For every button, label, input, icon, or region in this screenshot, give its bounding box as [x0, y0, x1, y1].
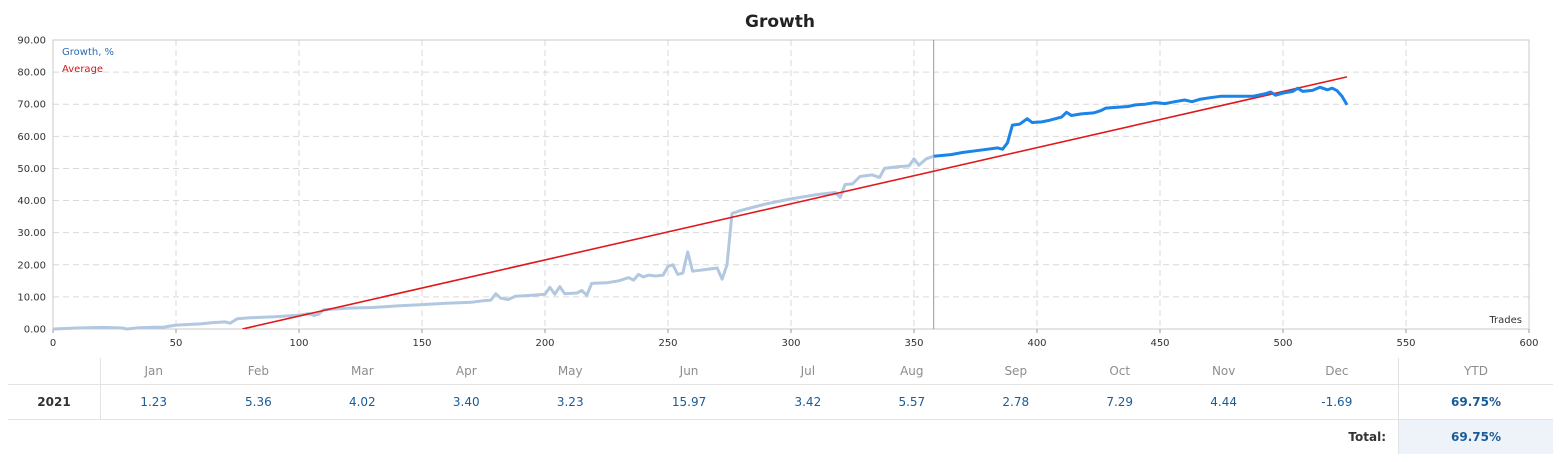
month-header: Aug: [859, 358, 964, 385]
month-value-cell: 5.36: [206, 384, 311, 420]
series-layer: [52, 76, 1349, 331]
month-header: Jun: [622, 358, 756, 385]
x-tick-label: 250: [658, 338, 677, 349]
growth-series-recent-line: [933, 85, 1349, 158]
month-header: Mar: [310, 358, 415, 385]
month-header: Nov: [1171, 358, 1276, 385]
month-value-cell: 3.23: [518, 384, 623, 420]
y-tick-label: 90.00: [17, 36, 46, 47]
legend: Growth, % Average: [62, 47, 114, 75]
total-row: Total: 69.75%: [8, 419, 1553, 454]
month-header: Feb: [206, 358, 311, 385]
legend-entry-growth: Growth, %: [62, 47, 114, 58]
month-value-cell: 1.23: [100, 384, 207, 420]
chart-title: Growth: [745, 12, 815, 32]
ytd-value-cell: 69.75%: [1398, 384, 1553, 420]
month-value-cell: 5.57: [859, 384, 964, 420]
table-header-row: Jan Feb Mar Apr May Jun Jul Aug Sep Oct …: [8, 358, 1553, 385]
y-tick-label: 70.00: [17, 100, 46, 111]
month-header: Apr: [414, 358, 519, 385]
x-tick-label: 550: [1396, 338, 1415, 349]
x-tick-label: 350: [904, 338, 923, 349]
ytd-header: YTD: [1398, 358, 1553, 385]
y-axis: 0.00 10.00 20.00 30.00 40.00 50.00 60.00 70.00 8…: [17, 36, 46, 336]
x-tick-label: 0: [50, 338, 56, 349]
total-value: 69.75%: [1398, 419, 1553, 454]
x-tick-label: 100: [289, 338, 308, 349]
month-header: Jan: [100, 358, 207, 385]
total-label: Total:: [1348, 430, 1386, 444]
x-tick-label: 50: [170, 338, 183, 349]
month-header: Jul: [755, 358, 860, 385]
table-row: 2021 1.23 5.36 4.02 3.40 3.23 15.97 3.42…: [8, 384, 1553, 420]
month-header: Oct: [1067, 358, 1172, 385]
x-tick-label: 400: [1027, 338, 1046, 349]
monthly-returns-table: Jan Feb Mar Apr May Jun Jul Aug Sep Oct …: [8, 358, 1553, 454]
month-header: Dec: [1275, 358, 1399, 385]
year-header: [8, 358, 101, 385]
x-tick-label: 450: [1150, 338, 1169, 349]
chart-grid: [53, 40, 1529, 329]
y-tick-label: 10.00: [17, 292, 46, 303]
x-axis-label: Trades: [1488, 315, 1522, 326]
month-value-cell: 15.97: [622, 384, 756, 420]
legend-entry-average: Average: [62, 64, 103, 75]
y-tick-label: 80.00: [17, 68, 46, 79]
month-header: May: [518, 358, 623, 385]
growth-chart: Growth 0.00 10.00 20.00 30.00 40.00 50.00 60.0…: [17, 12, 1539, 349]
y-tick-label: 30.00: [17, 228, 46, 239]
y-tick-label: 0.00: [24, 325, 46, 336]
y-tick-label: 60.00: [17, 132, 46, 143]
month-value-cell: 2.78: [963, 384, 1068, 420]
month-value-cell: 3.42: [755, 384, 860, 420]
average-series-line: [242, 76, 1348, 329]
year-cell: 2021: [8, 384, 101, 420]
y-tick-label: 50.00: [17, 164, 46, 175]
y-tick-label: 40.00: [17, 196, 46, 207]
month-value-cell: 3.40: [414, 384, 519, 420]
x-tick-label: 500: [1273, 338, 1292, 349]
month-value-cell: -1.69: [1275, 384, 1399, 420]
month-value-cell: 4.02: [310, 384, 415, 420]
month-value-cell: 4.44: [1171, 384, 1276, 420]
x-tick-label: 150: [412, 338, 431, 349]
x-axis: 0 50 100 150 200 250 300 350 400 450 500 550 600: [50, 329, 1539, 349]
month-header: Sep: [963, 358, 1068, 385]
x-tick-label: 300: [781, 338, 800, 349]
x-tick-label: 600: [1519, 338, 1538, 349]
x-tick-label: 200: [535, 338, 554, 349]
month-value-cell: 7.29: [1067, 384, 1172, 420]
y-tick-label: 20.00: [17, 260, 46, 271]
growth-series-history-line: [52, 154, 935, 331]
